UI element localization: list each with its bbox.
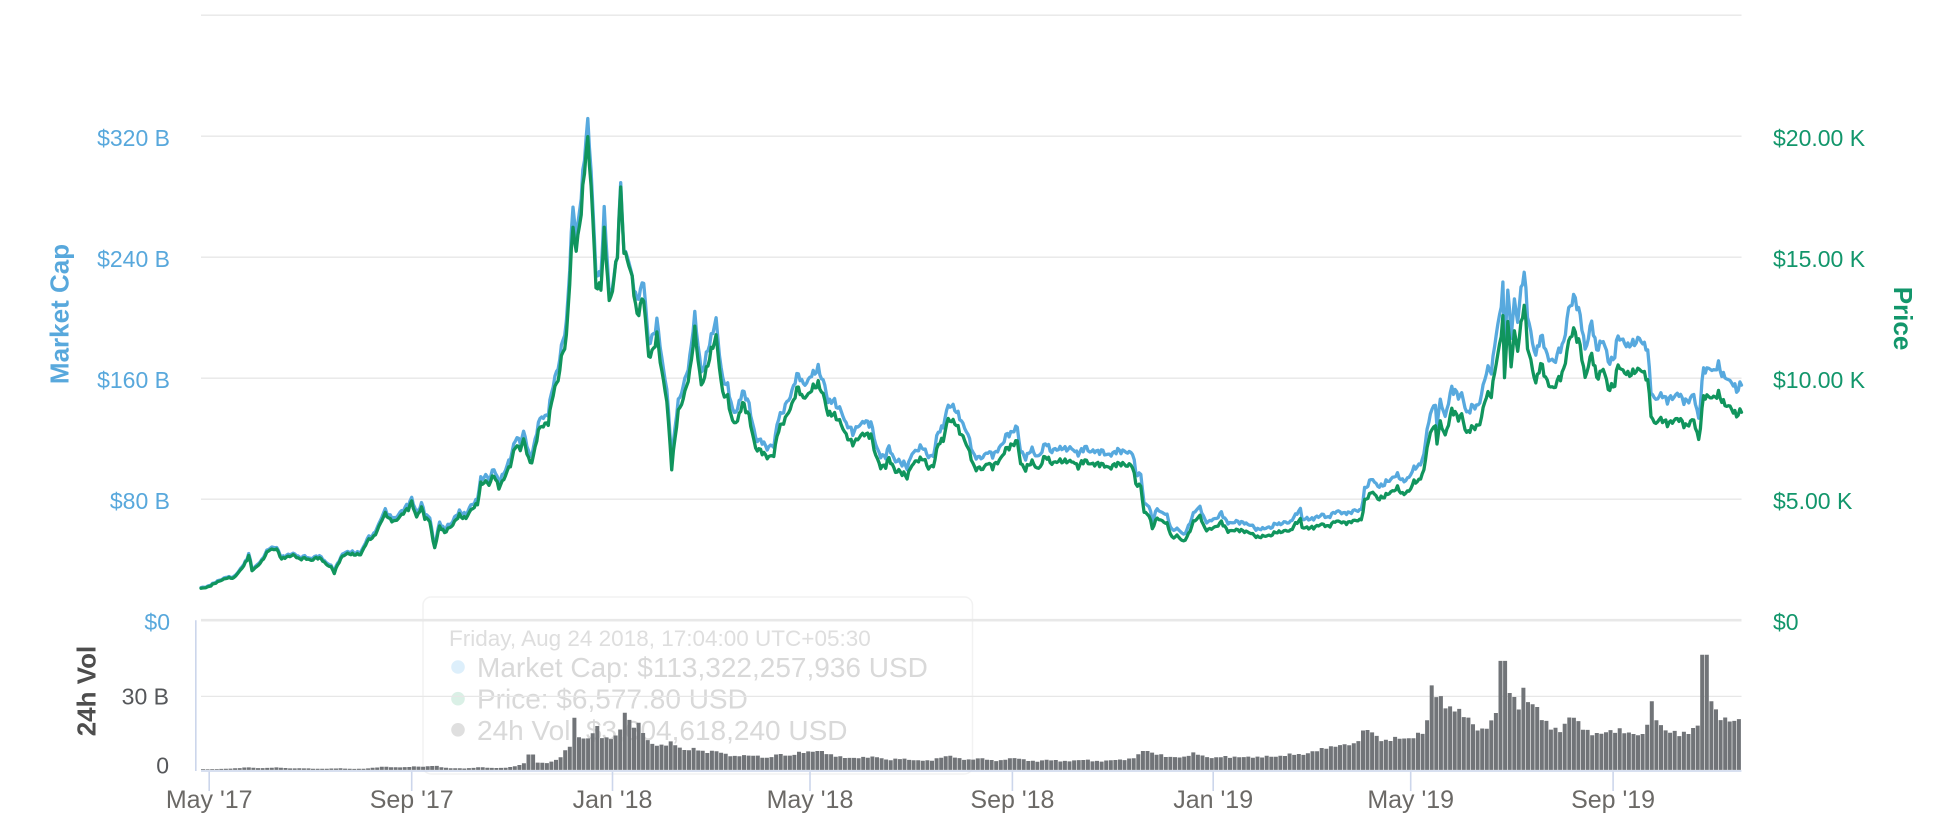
svg-text:Jan '19: Jan '19 (1173, 786, 1253, 814)
svg-text:Market Cap: Market Cap (45, 244, 75, 384)
svg-text:May '19: May '19 (1367, 786, 1454, 814)
svg-text:Sep '17: Sep '17 (370, 786, 454, 814)
svg-text:$10.00 K: $10.00 K (1773, 367, 1866, 393)
svg-text:Price: $6,577.80 USD: Price: $6,577.80 USD (477, 684, 748, 715)
svg-text:Sep '18: Sep '18 (970, 786, 1054, 814)
svg-text:$20.00 K: $20.00 K (1773, 125, 1866, 151)
svg-text:Jan '18: Jan '18 (573, 786, 653, 814)
svg-text:0: 0 (156, 753, 169, 779)
svg-text:$240 B: $240 B (97, 246, 170, 272)
svg-text:24h Vol: 24h Vol (72, 646, 102, 737)
svg-text:May '17: May '17 (166, 786, 253, 814)
svg-text:$80 B: $80 B (110, 488, 170, 514)
svg-text:May '18: May '18 (767, 786, 854, 814)
svg-text:30 B: 30 B (122, 683, 169, 709)
svg-text:Price: Price (1888, 287, 1918, 351)
svg-text:Market Cap: $113,322,257,936 U: Market Cap: $113,322,257,936 USD (477, 652, 928, 683)
svg-text:$0: $0 (1773, 609, 1799, 635)
svg-text:$0: $0 (144, 609, 170, 635)
svg-text:$15.00 K: $15.00 K (1773, 246, 1866, 272)
svg-text:$160 B: $160 B (97, 367, 170, 393)
svg-text:$5.00 K: $5.00 K (1773, 488, 1853, 514)
svg-text:24h Vol: $3,604,618,240 USD: 24h Vol: $3,604,618,240 USD (477, 715, 848, 746)
svg-text:$320 B: $320 B (97, 125, 170, 151)
svg-text:Sep '19: Sep '19 (1571, 786, 1655, 814)
svg-text:Friday, Aug 24 2018, 17:04:00: Friday, Aug 24 2018, 17:04:00 UTC+05:30 (449, 626, 871, 651)
